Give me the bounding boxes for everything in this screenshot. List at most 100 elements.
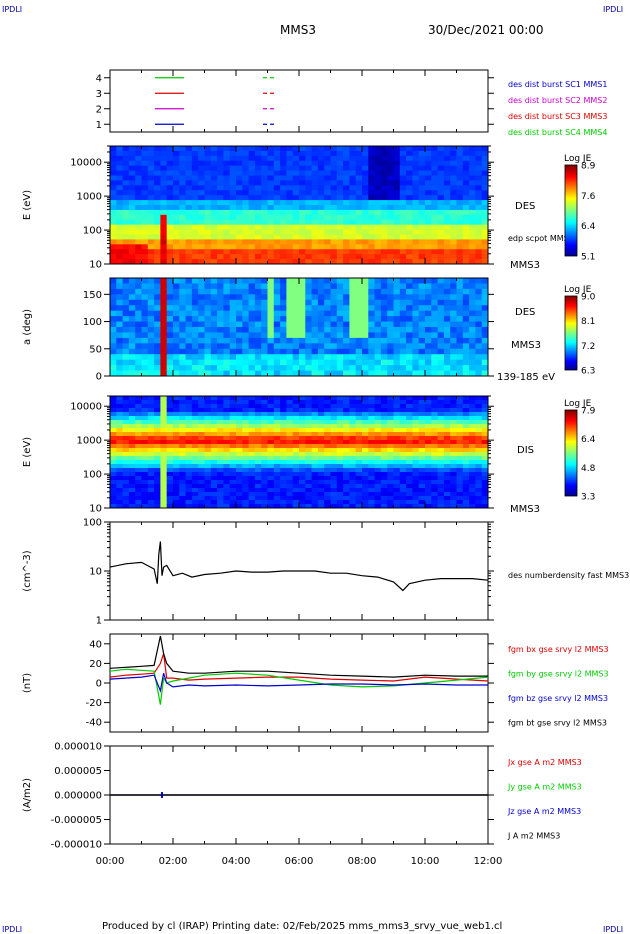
heatmap-cell bbox=[280, 440, 287, 445]
heatmap-cell bbox=[160, 278, 168, 284]
heatmap-cell bbox=[135, 259, 142, 265]
heatmap-cell bbox=[481, 288, 489, 295]
heatmap-cell bbox=[481, 219, 489, 226]
heatmap-cell bbox=[431, 278, 438, 284]
heatmap-cell bbox=[110, 259, 117, 265]
heatmap-cell bbox=[286, 348, 294, 355]
heatmap-cell bbox=[242, 321, 249, 328]
heatmap-cell bbox=[450, 205, 457, 211]
heatmap-cell bbox=[317, 239, 325, 245]
heatmap-cell bbox=[223, 365, 231, 371]
heatmap-cell bbox=[135, 305, 142, 312]
heatmap-cell bbox=[292, 404, 300, 409]
heatmap-cell bbox=[362, 180, 369, 186]
heatmap-cell bbox=[450, 278, 457, 284]
heatmap-cell bbox=[481, 472, 489, 477]
heatmap-cell bbox=[267, 332, 275, 339]
heatmap-cell bbox=[154, 472, 161, 477]
heatmap-cell bbox=[380, 448, 388, 453]
heatmap-cell bbox=[462, 359, 470, 366]
heatmap-cell bbox=[462, 332, 470, 339]
heatmap-cell bbox=[299, 205, 306, 211]
heatmap-cell bbox=[374, 327, 382, 333]
burst-legend-2: des dist burst SC2 MMS2 bbox=[508, 96, 607, 105]
heatmap-cell bbox=[223, 452, 231, 457]
heatmap-cell bbox=[469, 476, 476, 481]
heatmap-cell bbox=[204, 332, 212, 339]
heatmap-cell bbox=[261, 146, 268, 152]
heatmap-cell bbox=[110, 190, 117, 196]
heatmap-cell bbox=[450, 365, 457, 371]
heatmap-cell bbox=[418, 412, 426, 417]
heatmap-cell bbox=[481, 460, 489, 465]
heatmap-cell bbox=[267, 175, 275, 181]
heatmap-cell bbox=[179, 185, 186, 191]
heatmap-cell bbox=[110, 205, 117, 211]
y-axis-label: (nT) bbox=[22, 673, 33, 693]
heatmap-cell bbox=[273, 480, 281, 485]
heatmap-cell bbox=[450, 214, 457, 221]
heatmap-cell bbox=[431, 305, 438, 312]
heatmap-cell bbox=[154, 370, 161, 377]
heatmap-cell bbox=[173, 480, 180, 485]
heatmap-cell bbox=[462, 476, 470, 481]
heatmap-cell bbox=[343, 332, 350, 339]
heatmap-cell bbox=[343, 259, 350, 265]
heatmap-cell bbox=[349, 146, 357, 152]
heatmap-cell bbox=[210, 165, 218, 171]
heatmap-cell bbox=[456, 305, 464, 312]
heatmap-cell bbox=[280, 224, 287, 230]
heatmap-cell bbox=[185, 229, 193, 235]
heatmap-cell bbox=[368, 180, 375, 186]
heatmap-cell bbox=[166, 412, 174, 417]
heatmap-cell bbox=[292, 321, 300, 328]
heatmap-cell bbox=[160, 175, 168, 181]
heatmap-cell bbox=[147, 460, 155, 465]
heatmap-cell bbox=[387, 200, 394, 206]
heatmap-cell bbox=[355, 365, 363, 371]
heatmap-cell bbox=[210, 496, 218, 501]
heatmap-cell bbox=[469, 500, 476, 505]
heatmap-cell bbox=[456, 185, 464, 191]
heatmap-cell bbox=[380, 327, 388, 333]
heatmap-cell bbox=[248, 200, 256, 206]
heatmap-cell bbox=[425, 200, 432, 206]
heatmap-cell bbox=[406, 416, 413, 421]
heatmap-cell bbox=[217, 370, 224, 377]
heatmap-cell bbox=[299, 496, 306, 501]
heatmap-cell bbox=[305, 170, 312, 176]
heatmap-cell bbox=[481, 229, 489, 235]
heatmap-cell bbox=[261, 294, 268, 301]
heatmap-cell bbox=[128, 500, 136, 505]
heatmap-cell bbox=[166, 444, 174, 449]
heatmap-cell bbox=[393, 316, 401, 322]
heatmap-cell bbox=[374, 170, 382, 176]
heatmap-cell bbox=[362, 316, 369, 322]
heatmap-cell bbox=[173, 412, 180, 417]
heatmap-cell bbox=[469, 160, 476, 167]
heatmap-cell bbox=[261, 316, 268, 322]
heatmap-cell bbox=[223, 283, 231, 290]
y-tick-label: 150 bbox=[83, 290, 102, 301]
heatmap-cell bbox=[317, 348, 325, 355]
heatmap-cell bbox=[160, 354, 168, 361]
heatmap-cell bbox=[330, 224, 338, 230]
heatmap-cell bbox=[305, 310, 312, 317]
heatmap-cell bbox=[450, 496, 457, 501]
heatmap-cell bbox=[116, 444, 123, 449]
heatmap-cell bbox=[475, 504, 483, 509]
heatmap-cell bbox=[393, 224, 401, 230]
heatmap-cell bbox=[154, 464, 161, 469]
heatmap-cell bbox=[248, 343, 256, 350]
heatmap-cell bbox=[280, 496, 287, 501]
heatmap-cell bbox=[217, 209, 224, 216]
heatmap-cell bbox=[330, 496, 338, 501]
heatmap-cell bbox=[248, 424, 256, 429]
heatmap-cell bbox=[267, 480, 275, 485]
heatmap-cell bbox=[185, 234, 193, 240]
heatmap-cell bbox=[242, 480, 249, 485]
heatmap-cell bbox=[399, 472, 407, 477]
heatmap-cell bbox=[324, 448, 331, 453]
heatmap-cell bbox=[418, 348, 426, 355]
heatmap-cell bbox=[210, 239, 218, 245]
